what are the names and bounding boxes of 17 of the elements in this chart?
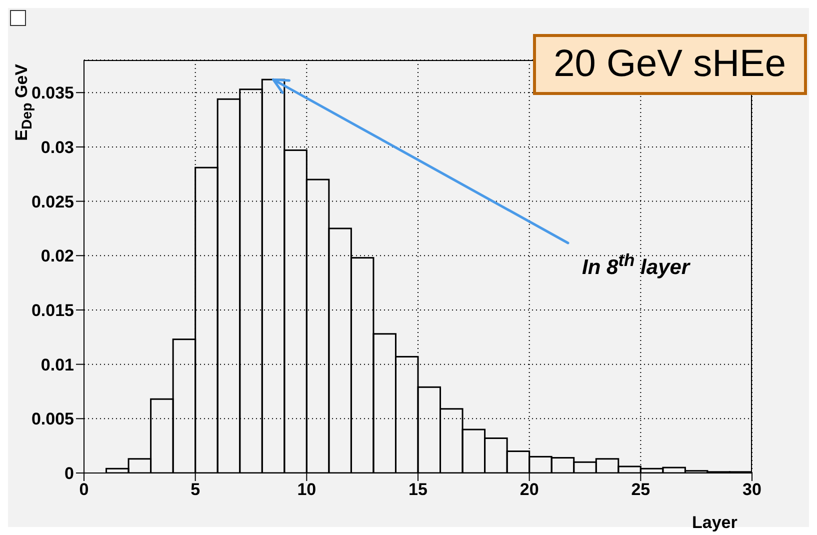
y-tick-label: 0.02 bbox=[40, 246, 74, 266]
x-tick-label: 25 bbox=[631, 480, 650, 500]
x-axis-title: Layer bbox=[692, 513, 738, 532]
x-tick-label: 0 bbox=[79, 480, 89, 500]
annotation: In 8$^{th}$ layer bbox=[582, 250, 690, 279]
y-tick-label: 0.005 bbox=[31, 410, 74, 429]
y-tick-label: 0.015 bbox=[31, 301, 74, 320]
chart-title: 20 GeV sHEe bbox=[554, 43, 786, 85]
x-tick-label: 15 bbox=[408, 480, 428, 500]
x-tick-label: 30 bbox=[742, 480, 762, 500]
y-tick-label: 0.01 bbox=[40, 355, 74, 374]
x-tick-label: 5 bbox=[190, 480, 200, 500]
y-tick-label: 0 bbox=[64, 464, 74, 484]
x-tick-label: 10 bbox=[297, 480, 316, 500]
x-tick-label: 20 bbox=[520, 480, 539, 500]
y-tick-label: 0.03 bbox=[40, 138, 74, 157]
y-tick-label: 0.025 bbox=[31, 192, 74, 212]
